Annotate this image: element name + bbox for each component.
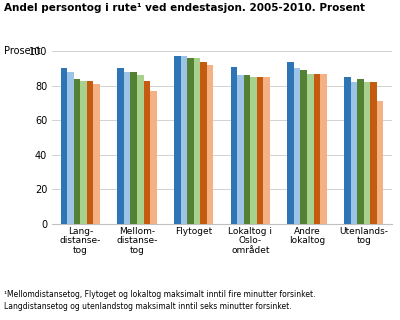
Bar bbox=[351, 82, 357, 224]
Bar bbox=[118, 68, 124, 224]
Text: Andel persontog i rute¹ ved endestasjon. 2005-2010. Prosent: Andel persontog i rute¹ ved endestasjon.… bbox=[4, 3, 365, 13]
Bar bbox=[181, 56, 187, 224]
Bar bbox=[174, 56, 181, 224]
Bar bbox=[263, 77, 270, 224]
Bar bbox=[300, 70, 307, 224]
Bar bbox=[93, 84, 100, 224]
Bar bbox=[307, 74, 314, 224]
Bar bbox=[344, 77, 351, 224]
Text: Prosent: Prosent bbox=[4, 46, 41, 56]
Bar bbox=[314, 74, 320, 224]
Bar bbox=[250, 77, 257, 224]
Bar bbox=[80, 81, 87, 224]
Bar bbox=[87, 81, 93, 224]
Bar bbox=[144, 81, 150, 224]
Bar bbox=[288, 61, 294, 224]
Bar bbox=[237, 76, 244, 224]
Bar bbox=[124, 72, 130, 224]
Bar bbox=[150, 91, 156, 224]
Bar bbox=[357, 79, 364, 224]
Bar bbox=[207, 65, 213, 224]
Bar bbox=[244, 76, 250, 224]
Bar bbox=[194, 58, 200, 224]
Bar bbox=[187, 58, 194, 224]
Bar bbox=[74, 79, 80, 224]
Bar bbox=[294, 68, 300, 224]
Bar bbox=[370, 82, 377, 224]
Bar bbox=[377, 101, 383, 224]
Bar bbox=[364, 82, 370, 224]
Bar bbox=[130, 72, 137, 224]
Bar bbox=[67, 72, 74, 224]
Text: Langdistansetog og utenlandstog maksimalt inntil seks minutter forsinket.: Langdistansetog og utenlandstog maksimal… bbox=[4, 302, 292, 311]
Bar bbox=[137, 76, 144, 224]
Bar bbox=[200, 61, 207, 224]
Bar bbox=[231, 67, 237, 224]
Bar bbox=[320, 74, 326, 224]
Text: ¹Mellomdistansetog, Flytoget og lokaltog maksimalt inntil fire minutter forsinke: ¹Mellomdistansetog, Flytoget og lokaltog… bbox=[4, 290, 316, 299]
Legend: 2005, 2006, 2007, 2008, 2009, 2010: 2005, 2006, 2007, 2008, 2009, 2010 bbox=[98, 318, 346, 320]
Bar bbox=[61, 68, 67, 224]
Bar bbox=[257, 77, 263, 224]
